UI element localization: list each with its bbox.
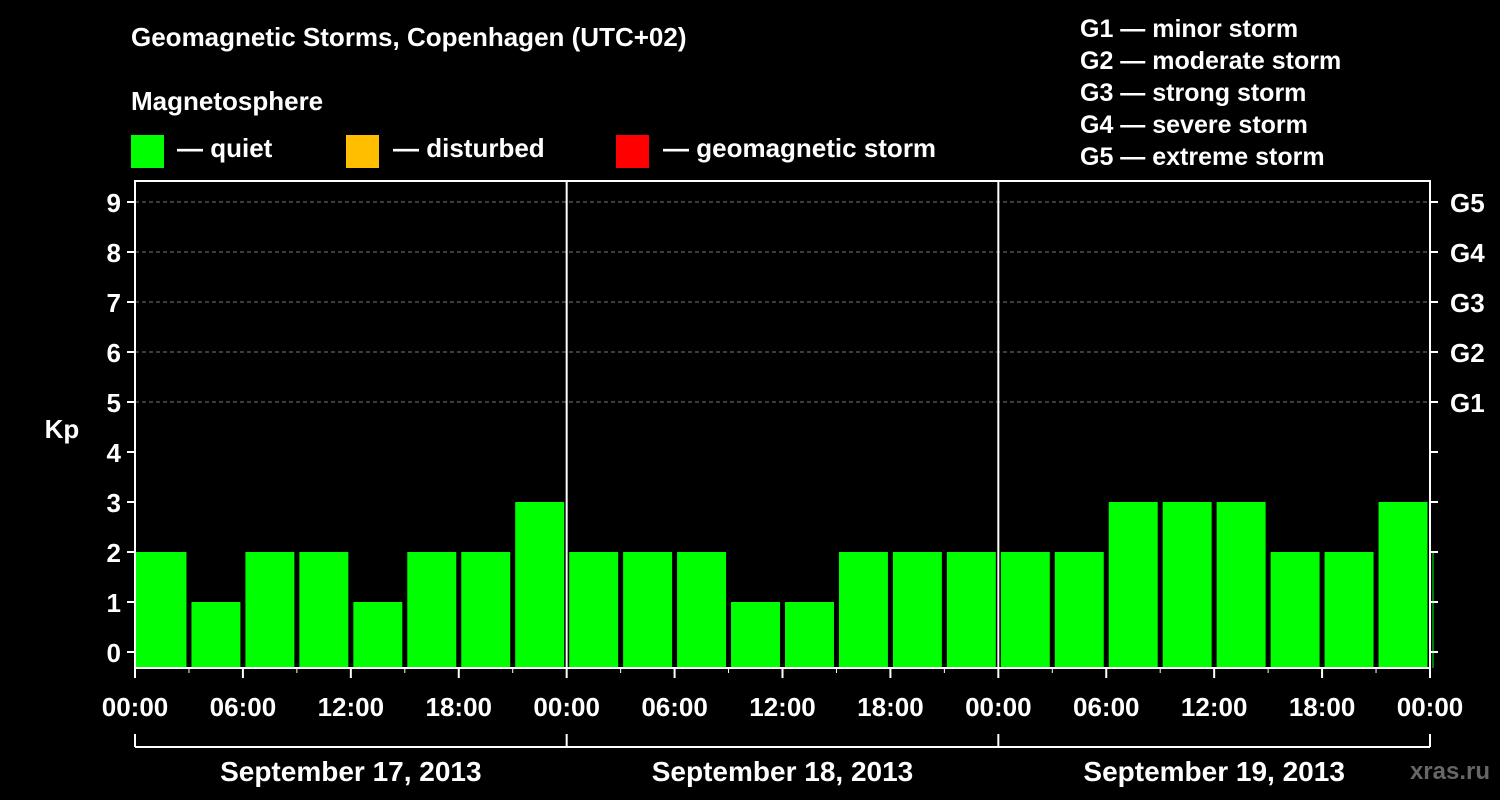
kp-bar-2: [245, 552, 295, 668]
y-tick-label-0: 0: [107, 638, 121, 668]
legend-heading: Magnetosphere: [131, 86, 324, 116]
kp-bar-23: [1378, 502, 1428, 668]
storm-scale-g4: G4 — severe storm: [1080, 111, 1308, 139]
right-label-G2: G2: [1450, 338, 1485, 368]
y-tick-label-7: 7: [107, 288, 121, 318]
right-label-G4: G4: [1450, 238, 1485, 268]
legend-swatch-quiet: [131, 135, 164, 168]
storm-scale-g1: G1 — minor storm: [1080, 15, 1299, 43]
x-tick-label-1: 06:00: [210, 692, 277, 722]
kp-bar-6: [461, 552, 511, 668]
kp-bar-18: [1108, 502, 1158, 668]
storm-scale-g3: G3 — strong storm: [1080, 79, 1307, 107]
kp-bar-15: [946, 552, 996, 668]
kp-bar-19: [1162, 502, 1212, 668]
kp-bar-1: [191, 602, 241, 668]
kp-bar-10: [677, 552, 727, 668]
x-tick-label-0: 00:00: [102, 692, 169, 722]
right-label-G1: G1: [1450, 388, 1485, 418]
kp-bar-0: [136, 552, 187, 668]
watermark: xras.ru: [1409, 758, 1490, 785]
kp-bar-21: [1270, 552, 1320, 668]
x-tick-label-3: 18:00: [426, 692, 493, 722]
legend-label-storm: — geomagnetic storm: [663, 133, 937, 163]
y-tick-label-1: 1: [107, 588, 121, 618]
day-label-0: September 17, 2013: [220, 756, 482, 787]
x-tick-label-11: 18:00: [1289, 692, 1356, 722]
x-tick-label-8: 00:00: [965, 692, 1032, 722]
kp-bar-17: [1054, 552, 1104, 668]
x-tick-label-7: 18:00: [857, 692, 924, 722]
y-tick-label-9: 9: [107, 188, 121, 218]
right-label-G5: G5: [1450, 188, 1485, 218]
legend-label-quiet: — quiet: [177, 133, 273, 163]
kp-bar-11: [731, 602, 780, 668]
kp-bar-7: [515, 502, 565, 668]
legend-label-disturbed: — disturbed: [393, 133, 545, 163]
y-axis-label: Kp: [45, 414, 80, 444]
kp-bar-5: [407, 552, 457, 668]
kp-bar-4: [353, 602, 403, 668]
legend-swatch-storm: [616, 135, 649, 168]
y-tick-label-4: 4: [107, 438, 122, 468]
kp-bar-14: [892, 552, 942, 668]
kp-bar-8: [569, 552, 619, 668]
kp-bar-22: [1324, 552, 1374, 668]
right-label-G3: G3: [1450, 288, 1485, 318]
x-tick-label-10: 12:00: [1181, 692, 1248, 722]
chart-title: Geomagnetic Storms, Copenhagen (UTC+02): [131, 22, 687, 52]
y-tick-label-3: 3: [107, 488, 121, 518]
x-tick-label-12: 00:00: [1397, 692, 1464, 722]
storm-scale-g5: G5 — extreme storm: [1080, 143, 1325, 171]
day-label-2: September 19, 2013: [1083, 756, 1345, 787]
x-tick-label-9: 06:00: [1073, 692, 1140, 722]
kp-bar-9: [623, 552, 673, 668]
kp-bar-20: [1216, 502, 1266, 668]
x-tick-label-4: 00:00: [533, 692, 600, 722]
y-tick-label-8: 8: [107, 238, 121, 268]
kp-bar-13: [838, 552, 888, 668]
storm-scale-g2: G2 — moderate storm: [1080, 47, 1342, 75]
day-label-1: September 18, 2013: [652, 756, 914, 787]
kp-bar-12: [785, 602, 834, 668]
x-tick-label-5: 06:00: [641, 692, 708, 722]
x-tick-label-2: 12:00: [318, 692, 385, 722]
kp-bar-3: [299, 552, 349, 668]
y-tick-label-2: 2: [107, 538, 121, 568]
x-tick-label-6: 12:00: [749, 692, 816, 722]
legend-swatch-disturbed: [346, 135, 379, 168]
y-tick-label-5: 5: [107, 388, 121, 418]
kp-bar-16: [1000, 552, 1050, 668]
y-tick-label-6: 6: [107, 338, 121, 368]
kp-bar-24: [1432, 552, 1434, 668]
